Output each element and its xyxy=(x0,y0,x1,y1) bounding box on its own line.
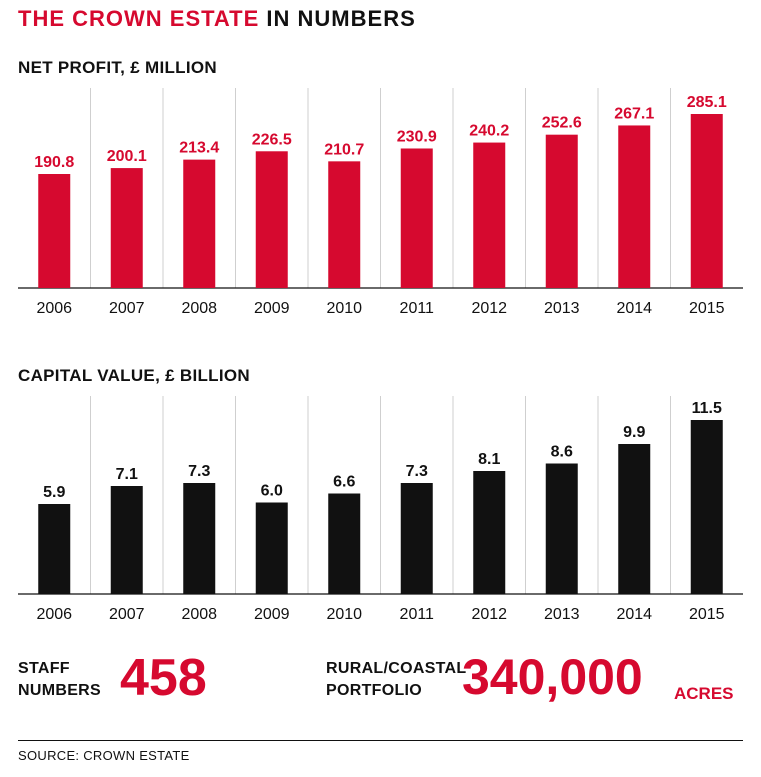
value-label: 6.6 xyxy=(333,474,355,491)
x-tick-label: 2015 xyxy=(689,606,725,623)
value-label: 5.9 xyxy=(43,484,65,501)
value-label: 7.3 xyxy=(188,463,210,480)
x-tick-label: 2014 xyxy=(616,606,652,623)
bar-2006 xyxy=(38,504,71,594)
x-tick-label: 2006 xyxy=(36,300,72,317)
bar-2009 xyxy=(255,151,288,288)
value-label: 213.4 xyxy=(179,140,219,157)
x-tick-label: 2010 xyxy=(326,300,362,317)
bar-2007 xyxy=(110,168,143,288)
rural-label-line1: RURAL/COASTAL xyxy=(326,660,467,677)
bar-2007 xyxy=(110,486,143,594)
infographic-title: THE CROWN ESTATE IN NUMBERS xyxy=(18,6,416,32)
bar-2014 xyxy=(618,444,651,594)
bar-2006 xyxy=(38,174,71,288)
staff-label-line2: NUMBERS xyxy=(18,682,101,699)
title-rest: IN NUMBERS xyxy=(266,6,416,31)
x-tick-label: 2012 xyxy=(471,606,507,623)
x-tick-label: 2009 xyxy=(254,606,290,623)
x-tick-label: 2014 xyxy=(616,300,652,317)
x-tick-label: 2013 xyxy=(544,300,580,317)
x-tick-label: 2007 xyxy=(109,606,145,623)
bar-2010 xyxy=(328,493,361,594)
value-label: 200.1 xyxy=(107,148,147,165)
title-highlight: THE CROWN ESTATE xyxy=(18,6,260,31)
staff-label: STAFF NUMBERS xyxy=(18,658,101,702)
value-label: 8.1 xyxy=(478,451,500,468)
x-tick-label: 2009 xyxy=(254,300,290,317)
capital-value-chart: 5.9 2006 7.1 2007 7.3 2008 6.0 2009 6.6 2010 7.3 20… xyxy=(18,396,743,623)
value-label: 8.6 xyxy=(551,444,573,461)
value-label: 6.0 xyxy=(261,483,283,500)
bar-2015 xyxy=(690,420,723,594)
x-tick-label: 2012 xyxy=(471,300,507,317)
rural-label: RURAL/COASTAL PORTFOLIO xyxy=(326,658,466,702)
net-profit-chart: 190.8 2006 200.1 2007 213.4 2008 226.5 2009 210.… xyxy=(18,88,743,317)
x-tick-label: 2010 xyxy=(326,606,362,623)
value-label: 252.6 xyxy=(542,115,582,132)
x-tick-label: 2006 xyxy=(36,606,72,623)
source-note: SOURCE: CROWN ESTATE xyxy=(18,748,190,763)
x-tick-label: 2008 xyxy=(181,300,217,317)
bar-2012 xyxy=(473,142,506,288)
x-tick-label: 2011 xyxy=(400,606,435,623)
x-tick-label: 2007 xyxy=(109,300,145,317)
value-label: 190.8 xyxy=(34,154,74,171)
value-label: 230.9 xyxy=(397,128,437,145)
bar-2012 xyxy=(473,471,506,594)
value-label: 240.2 xyxy=(469,123,509,140)
value-label: 226.5 xyxy=(252,131,292,148)
bar-2013 xyxy=(545,134,578,288)
x-tick-label: 2015 xyxy=(689,300,725,317)
footer-divider xyxy=(18,740,743,741)
value-label: 9.9 xyxy=(623,424,645,441)
bar-2011 xyxy=(400,148,433,288)
bar-2013 xyxy=(545,463,578,594)
bar-2014 xyxy=(618,125,651,288)
value-label: 11.5 xyxy=(692,400,722,417)
rural-value: 340,000 xyxy=(462,649,643,705)
bar-2011 xyxy=(400,483,433,594)
bar-2015 xyxy=(690,114,723,288)
bar-2008 xyxy=(183,159,216,288)
x-tick-label: 2011 xyxy=(400,300,435,317)
x-tick-label: 2013 xyxy=(544,606,580,623)
bar-2009 xyxy=(255,502,288,594)
value-label: 210.7 xyxy=(324,141,364,158)
staff-label-line1: STAFF xyxy=(18,660,70,677)
rural-label-line2: PORTFOLIO xyxy=(326,682,423,699)
staff-value: 458 xyxy=(120,649,207,707)
rural-unit: ACRES xyxy=(674,684,734,703)
bar-2010 xyxy=(328,161,361,288)
value-label: 7.3 xyxy=(406,463,428,480)
bar-2008 xyxy=(183,483,216,594)
value-label: 267.1 xyxy=(614,105,654,122)
value-label: 7.1 xyxy=(116,466,138,483)
capital-value-chart-title: CAPITAL VALUE, £ BILLION xyxy=(18,366,250,385)
value-label: 285.1 xyxy=(687,94,727,111)
net-profit-chart-title: NET PROFIT, £ MILLION xyxy=(18,58,217,77)
x-tick-label: 2008 xyxy=(181,606,217,623)
